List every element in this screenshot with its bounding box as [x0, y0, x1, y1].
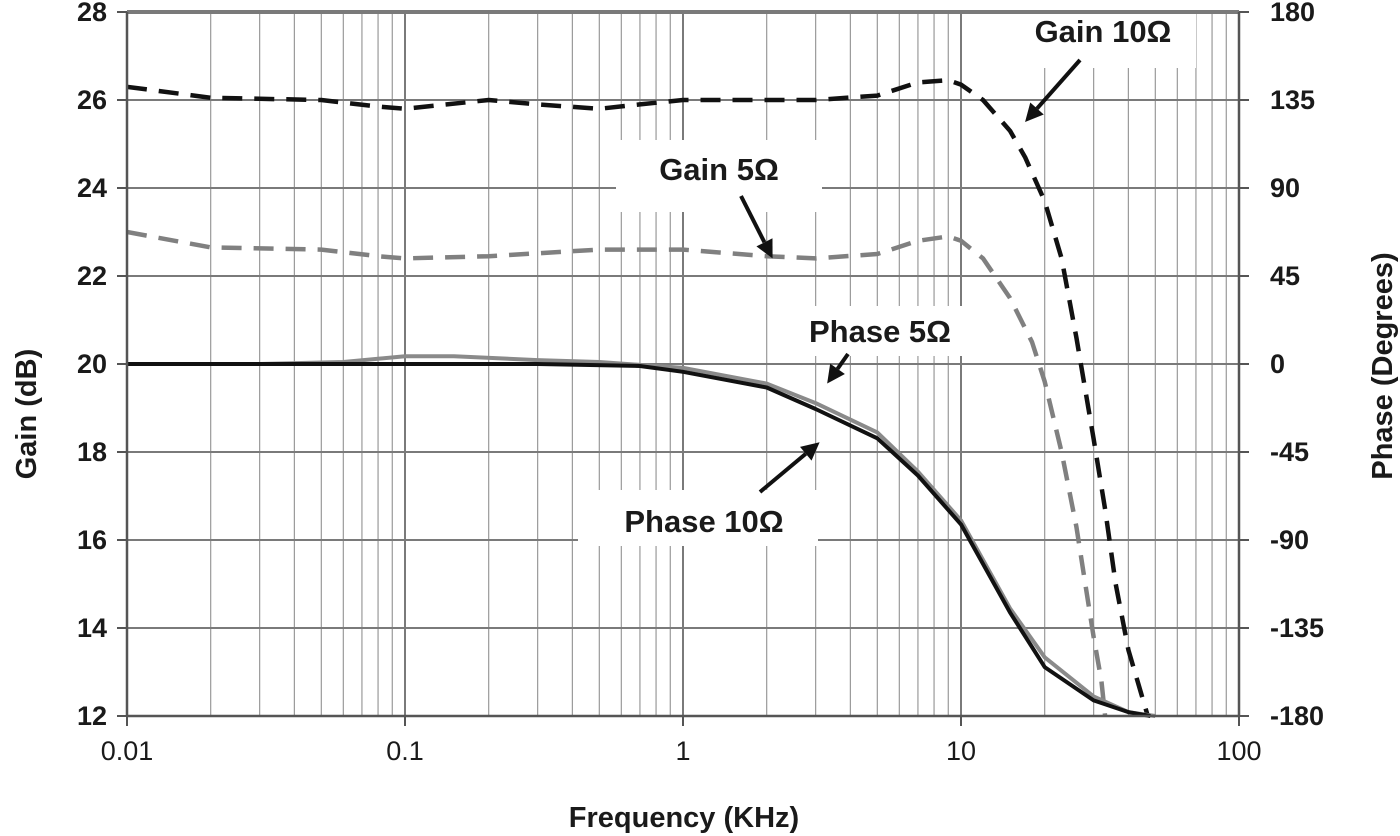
annotation-label: Gain 5Ω [659, 152, 779, 187]
left-tick-label: 20 [77, 349, 107, 379]
annotation-arrowhead [756, 238, 773, 259]
left-tick-label: 26 [77, 85, 107, 115]
left-tick-label: 18 [77, 437, 107, 467]
annotation-label: Phase 10Ω [624, 504, 783, 539]
annotation-arrowhead [800, 442, 820, 461]
series-line-phase-5 [127, 354, 1156, 718]
annotation-label-box [770, 306, 972, 356]
annotation-arrow-shaft [739, 195, 767, 244]
annotation-callout: Gain 10Ω [1010, 6, 1196, 122]
annotation-arrowhead [1025, 102, 1044, 122]
annotation-label-box [616, 140, 822, 212]
annotation-arrow-shaft [1035, 58, 1082, 110]
annotation-layer: Gain 10Ω Gain 5Ω Phase 5Ω Phase 10Ω [578, 6, 1196, 546]
x-tick-label: 10 [946, 736, 976, 766]
right-tick-label: 45 [1270, 261, 1300, 291]
left-tick-label: 16 [77, 525, 107, 555]
left-tick-label: 14 [77, 613, 107, 643]
x-axis-title: Frequency (KHz) [569, 802, 799, 834]
series-line-phase-10 [127, 362, 1151, 718]
annotation-label-box [1010, 6, 1196, 68]
annotation-label: Phase 5Ω [809, 314, 951, 349]
annotation-label: Gain 10Ω [1035, 14, 1172, 49]
right-tick-label: 135 [1270, 85, 1315, 115]
series-layer [126, 77, 1156, 718]
tick-labels: 12 14 16 18 20 22 24 26 28 -180 -135 -90 -45 0 45 90 135… [77, 0, 1324, 766]
x-tick-label: 0.01 [101, 736, 154, 766]
x-tick-label: 1 [675, 736, 690, 766]
left-tick-label: 24 [77, 173, 107, 203]
series-line-gain-5 [126, 229, 1108, 717]
x-tick-label: 100 [1216, 736, 1261, 766]
annotation-label-box [578, 490, 818, 546]
right-tick-label: -135 [1270, 613, 1324, 643]
left-tick-label: 12 [77, 701, 107, 731]
right-axis-title: Phase (Degrees) [1367, 252, 1399, 479]
left-axis-title: Gain (dB) [11, 349, 43, 480]
annotation-callout: Gain 5Ω [616, 140, 822, 259]
left-tick-label: 22 [77, 261, 107, 291]
right-tick-label: -45 [1270, 437, 1309, 467]
annotation-callout: Phase 5Ω [770, 306, 972, 384]
right-tick-label: -90 [1270, 525, 1309, 555]
annotation-arrowhead [827, 363, 845, 384]
right-tick-label: 0 [1270, 349, 1285, 379]
right-tick-label: 180 [1270, 0, 1315, 27]
annotation-callout: Phase 10Ω [578, 442, 820, 546]
annotation-arrow-shaft [835, 352, 850, 371]
annotation-arrow-shaft [758, 452, 808, 494]
right-tick-label: 90 [1270, 173, 1300, 203]
x-tick-label: 0.1 [386, 736, 424, 766]
right-tick-label: -180 [1270, 701, 1324, 731]
series-line-gain-10 [126, 77, 1150, 717]
left-tick-label: 28 [77, 0, 107, 27]
